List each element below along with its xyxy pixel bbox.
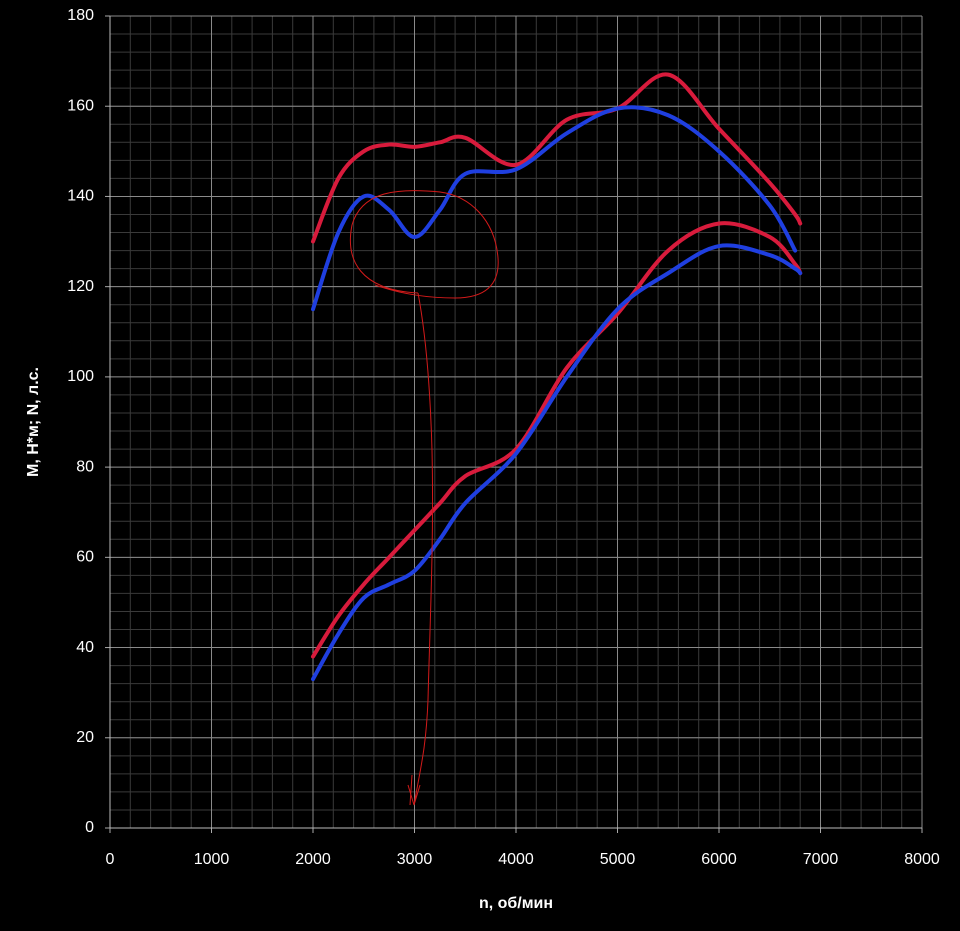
x-axis-title: n, об/мин: [479, 895, 553, 912]
y-tick-label: 40: [76, 639, 94, 656]
x-tick-label: 2000: [295, 851, 331, 868]
x-tick-label: 7000: [803, 851, 839, 868]
y-tick-label: 80: [76, 458, 94, 475]
x-tick-label: 3000: [397, 851, 433, 868]
y-tick-label: 100: [67, 368, 94, 385]
y-tick-label: 60: [76, 549, 94, 566]
y-tick-label: 20: [76, 729, 94, 746]
y-axis-title: M, H*м; N, л.с.: [25, 367, 42, 477]
plot: [311, 72, 803, 682]
annotation-sketch: [349, 190, 499, 806]
series-line: [311, 243, 803, 682]
x-tick-label: 6000: [701, 851, 737, 868]
y-tick-label: 160: [67, 97, 94, 114]
series-line: [311, 72, 803, 244]
x-tick-label: 4000: [498, 851, 534, 868]
grid: [105, 15, 923, 833]
x-tick-label: 8000: [904, 851, 940, 868]
series-line: [311, 105, 798, 312]
x-tick-label: 1000: [194, 851, 230, 868]
series-line: [311, 221, 803, 659]
y-tick-label: 120: [67, 278, 94, 295]
y-tick-label: 0: [85, 819, 94, 836]
x-tick-label: 5000: [600, 851, 636, 868]
y-tick-label: 140: [67, 188, 94, 205]
y-tick-label: 180: [67, 7, 94, 24]
x-tick-label: 0: [106, 851, 115, 868]
